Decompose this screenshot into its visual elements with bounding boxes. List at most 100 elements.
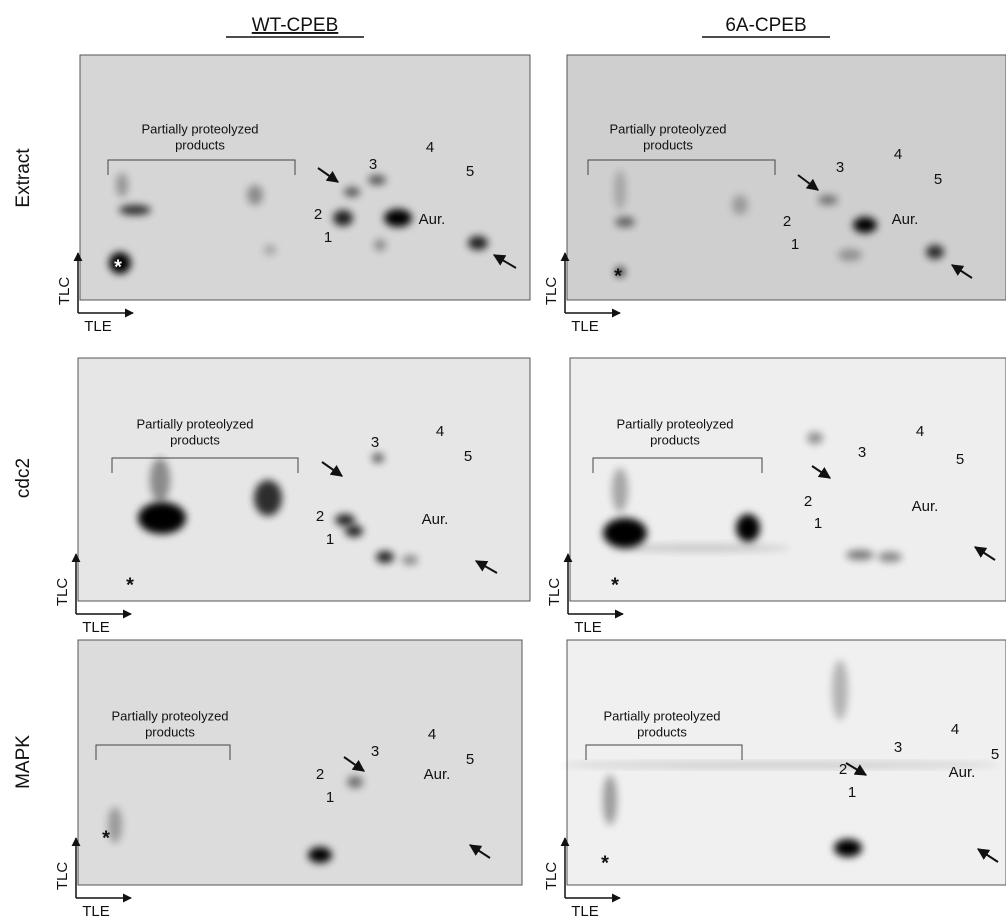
- column-header: WT-CPEB: [252, 15, 339, 36]
- bracket: [107, 159, 296, 175]
- spot: [603, 775, 617, 825]
- spot: [615, 267, 625, 277]
- spot-number: 5: [464, 448, 472, 465]
- spot-number: 2: [316, 508, 324, 525]
- spot-number: 1: [848, 784, 856, 801]
- axis-label: TLE: [571, 318, 599, 335]
- plate: [79, 54, 531, 301]
- axis-label: TLC: [546, 578, 563, 607]
- spot: [603, 518, 647, 548]
- bracket-label: Partially proteolyzed: [616, 416, 733, 431]
- spot-number: 3: [369, 156, 377, 173]
- spot: [347, 776, 363, 788]
- spot: [853, 217, 877, 233]
- spot: [818, 195, 838, 205]
- spot: [108, 807, 122, 843]
- origin-marker: *: [611, 574, 619, 596]
- origin-marker: *: [601, 852, 609, 874]
- axis-label: TLC: [54, 578, 71, 607]
- kinase-label: Aur.: [419, 211, 446, 228]
- plate: [569, 357, 1006, 602]
- plate: [77, 357, 531, 602]
- spot: [468, 236, 488, 250]
- arrow: [797, 174, 819, 191]
- spot-number: 1: [326, 789, 334, 806]
- spot: [335, 514, 355, 526]
- spot: [374, 239, 386, 251]
- bracket-label: products: [170, 432, 220, 447]
- spot: [610, 545, 790, 551]
- spot-number: 1: [326, 531, 334, 548]
- bracket-label: products: [637, 724, 687, 739]
- spot-number: 2: [314, 206, 322, 223]
- arrow: [811, 465, 831, 479]
- spot-number: 4: [916, 423, 924, 440]
- spot: [119, 205, 151, 215]
- spot-number: 1: [324, 229, 332, 246]
- axis-label: TLC: [543, 862, 560, 891]
- spot: [264, 245, 276, 255]
- axis-label: TLC: [543, 277, 560, 306]
- spot-number: 3: [371, 434, 379, 451]
- spot: [109, 252, 131, 274]
- kinase-label: Aur.: [422, 511, 449, 528]
- spot: [926, 245, 944, 259]
- spot: [832, 660, 848, 720]
- spot-number: 5: [934, 171, 942, 188]
- axis-label: TLE: [571, 903, 599, 919]
- kinase-label: Aur.: [424, 766, 451, 783]
- row-label: Extract: [13, 148, 34, 208]
- bracket: [587, 159, 776, 175]
- spot: [846, 550, 874, 560]
- spot: [732, 195, 748, 215]
- arrow: [976, 848, 999, 863]
- spot: [254, 480, 282, 516]
- axis-label: TLC: [54, 862, 71, 891]
- arrow: [321, 461, 343, 477]
- plate: [566, 639, 1006, 886]
- row-label: cdc2: [13, 458, 34, 498]
- spot-number: 5: [466, 163, 474, 180]
- spot: [736, 514, 760, 542]
- spot-number: 3: [371, 743, 379, 760]
- arrow: [468, 844, 491, 859]
- spot-number: 2: [783, 213, 791, 230]
- spot: [614, 170, 626, 210]
- spot: [615, 217, 635, 227]
- spot-number: 5: [956, 451, 964, 468]
- spot-number: 4: [436, 423, 444, 440]
- bracket-label: products: [650, 432, 700, 447]
- axis-label: TLC: [56, 277, 73, 306]
- arrow: [950, 264, 973, 279]
- bracket: [592, 457, 763, 473]
- arrow: [317, 167, 339, 183]
- origin-marker: *: [126, 574, 134, 596]
- spot-number: 4: [428, 726, 436, 743]
- spot: [384, 209, 412, 227]
- spot: [560, 763, 1000, 767]
- spot: [150, 458, 170, 502]
- spot: [834, 839, 862, 857]
- spot-number: 1: [791, 236, 799, 253]
- origin-marker: *: [614, 265, 622, 287]
- spot: [333, 210, 353, 226]
- spot: [372, 453, 384, 463]
- spot-number: 3: [894, 739, 902, 756]
- spot: [368, 175, 386, 185]
- spot: [345, 525, 363, 537]
- spot: [838, 249, 862, 261]
- spot: [138, 502, 186, 534]
- spot: [116, 173, 128, 197]
- bracket-label: Partially proteolyzed: [136, 416, 253, 431]
- bracket: [585, 744, 743, 760]
- spot-number: 3: [858, 444, 866, 461]
- spot-number: 4: [426, 139, 434, 156]
- spot-number: 5: [466, 751, 474, 768]
- spot: [402, 555, 418, 565]
- arrow: [845, 762, 868, 776]
